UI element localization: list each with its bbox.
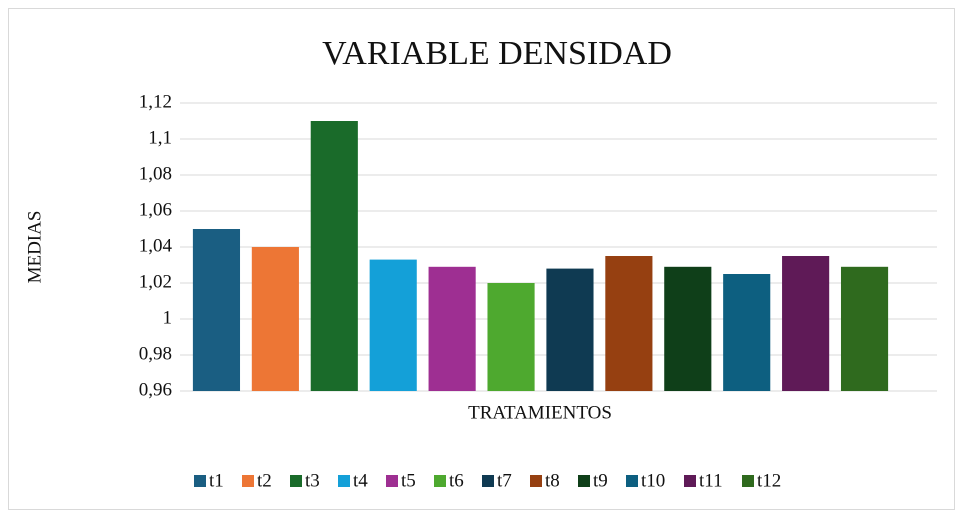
legend-label: t12 bbox=[757, 470, 781, 491]
y-tick-label: 0,96 bbox=[139, 379, 172, 400]
legend-swatch bbox=[578, 475, 590, 487]
y-tick-label: 1,02 bbox=[139, 271, 172, 292]
legend-swatch bbox=[684, 475, 696, 487]
bar bbox=[664, 266, 712, 391]
legend-swatch bbox=[194, 475, 206, 487]
legend-swatch bbox=[530, 475, 542, 487]
legend-swatch bbox=[338, 475, 350, 487]
bar bbox=[546, 268, 594, 391]
bar bbox=[428, 266, 476, 391]
bar bbox=[840, 266, 889, 391]
bar bbox=[605, 256, 653, 391]
chart-title: VARIABLE DENSIDAD bbox=[322, 35, 672, 72]
legend-label: t3 bbox=[305, 470, 320, 491]
y-tick-label: 1,06 bbox=[139, 199, 172, 220]
y-tick-label: 1,1 bbox=[148, 127, 172, 148]
y-tick-label: 0,98 bbox=[139, 343, 172, 364]
legend-swatch bbox=[242, 475, 254, 487]
legend-swatch bbox=[482, 475, 494, 487]
legend-label: t11 bbox=[699, 470, 723, 491]
legend-swatch bbox=[626, 475, 638, 487]
legend-label: t4 bbox=[353, 470, 368, 491]
y-tick-label: 1,08 bbox=[139, 163, 172, 184]
legend-label: t5 bbox=[401, 470, 416, 491]
bar bbox=[723, 274, 771, 391]
legend-swatch bbox=[434, 475, 446, 487]
bar bbox=[487, 283, 535, 391]
y-tick-label: 1 bbox=[163, 307, 173, 328]
legend-label: t2 bbox=[257, 470, 272, 491]
bar bbox=[251, 247, 299, 391]
legend-label: t1 bbox=[209, 470, 224, 491]
legend-label: t9 bbox=[593, 470, 608, 491]
legend-swatch bbox=[290, 475, 302, 487]
legend-label: t7 bbox=[497, 470, 512, 491]
bar bbox=[310, 121, 358, 391]
bar bbox=[782, 256, 830, 391]
y-axis-label: MEDIAS bbox=[24, 211, 45, 284]
x-axis-label: TRATAMIENTOS bbox=[468, 402, 612, 423]
y-tick-label: 1,04 bbox=[139, 235, 173, 256]
legend-swatch bbox=[742, 475, 754, 487]
legend-label: t8 bbox=[545, 470, 560, 491]
legend-label: t6 bbox=[449, 470, 464, 491]
bar bbox=[192, 229, 241, 391]
y-tick-label: 1,12 bbox=[139, 91, 172, 112]
legend-swatch bbox=[386, 475, 398, 487]
bar bbox=[369, 259, 417, 391]
legend-label: t10 bbox=[641, 470, 665, 491]
